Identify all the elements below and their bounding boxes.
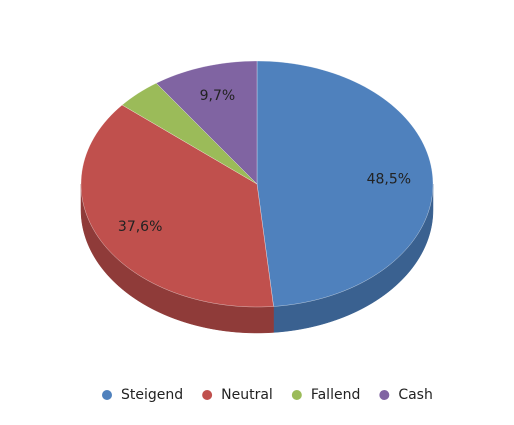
legend-label: Fallend xyxy=(311,387,361,403)
legend-label: Cash xyxy=(398,387,433,403)
slice xyxy=(256,60,434,307)
legend-label: Steigend xyxy=(121,387,183,403)
legend-marker xyxy=(202,390,213,400)
slice xyxy=(121,82,258,185)
slice xyxy=(80,104,274,308)
legend-marker xyxy=(102,390,112,400)
data-label: 37,6% xyxy=(118,219,162,235)
legend-marker xyxy=(379,390,390,400)
slice xyxy=(155,60,258,185)
data-label: 9,7% xyxy=(200,88,236,104)
legend-label: Neutral xyxy=(221,387,273,403)
legend-marker xyxy=(291,390,302,400)
data-label: 48,5% xyxy=(367,172,411,188)
